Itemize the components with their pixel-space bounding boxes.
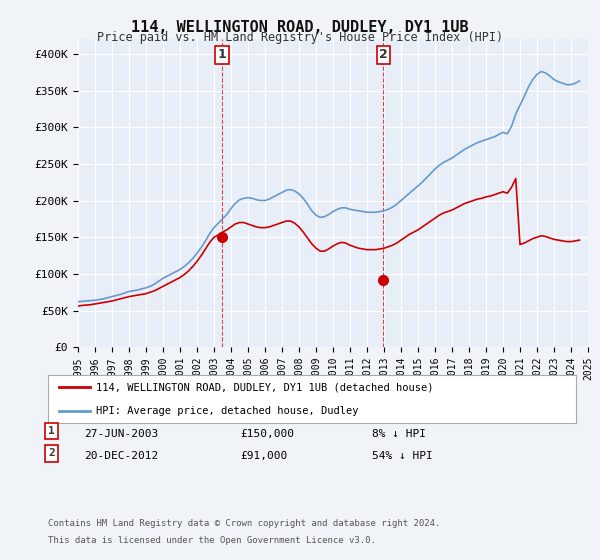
Text: Price paid vs. HM Land Registry's House Price Index (HPI): Price paid vs. HM Land Registry's House … <box>97 31 503 44</box>
Text: Contains HM Land Registry data © Crown copyright and database right 2024.: Contains HM Land Registry data © Crown c… <box>48 520 440 529</box>
Text: HPI: Average price, detached house, Dudley: HPI: Average price, detached house, Dudl… <box>95 406 358 416</box>
Text: 1: 1 <box>48 426 55 436</box>
Text: 54% ↓ HPI: 54% ↓ HPI <box>372 451 433 461</box>
Text: £91,000: £91,000 <box>240 451 287 461</box>
Text: 114, WELLINGTON ROAD, DUDLEY, DY1 1UB (detached house): 114, WELLINGTON ROAD, DUDLEY, DY1 1UB (d… <box>95 382 433 392</box>
Text: This data is licensed under the Open Government Licence v3.0.: This data is licensed under the Open Gov… <box>48 536 376 545</box>
Text: 2: 2 <box>379 48 388 62</box>
Text: 1: 1 <box>218 48 227 62</box>
Text: 8% ↓ HPI: 8% ↓ HPI <box>372 429 426 439</box>
Text: 2: 2 <box>48 449 55 459</box>
Text: 27-JUN-2003: 27-JUN-2003 <box>84 429 158 439</box>
Text: 114, WELLINGTON ROAD, DUDLEY, DY1 1UB: 114, WELLINGTON ROAD, DUDLEY, DY1 1UB <box>131 20 469 35</box>
Text: 20-DEC-2012: 20-DEC-2012 <box>84 451 158 461</box>
Text: £150,000: £150,000 <box>240 429 294 439</box>
